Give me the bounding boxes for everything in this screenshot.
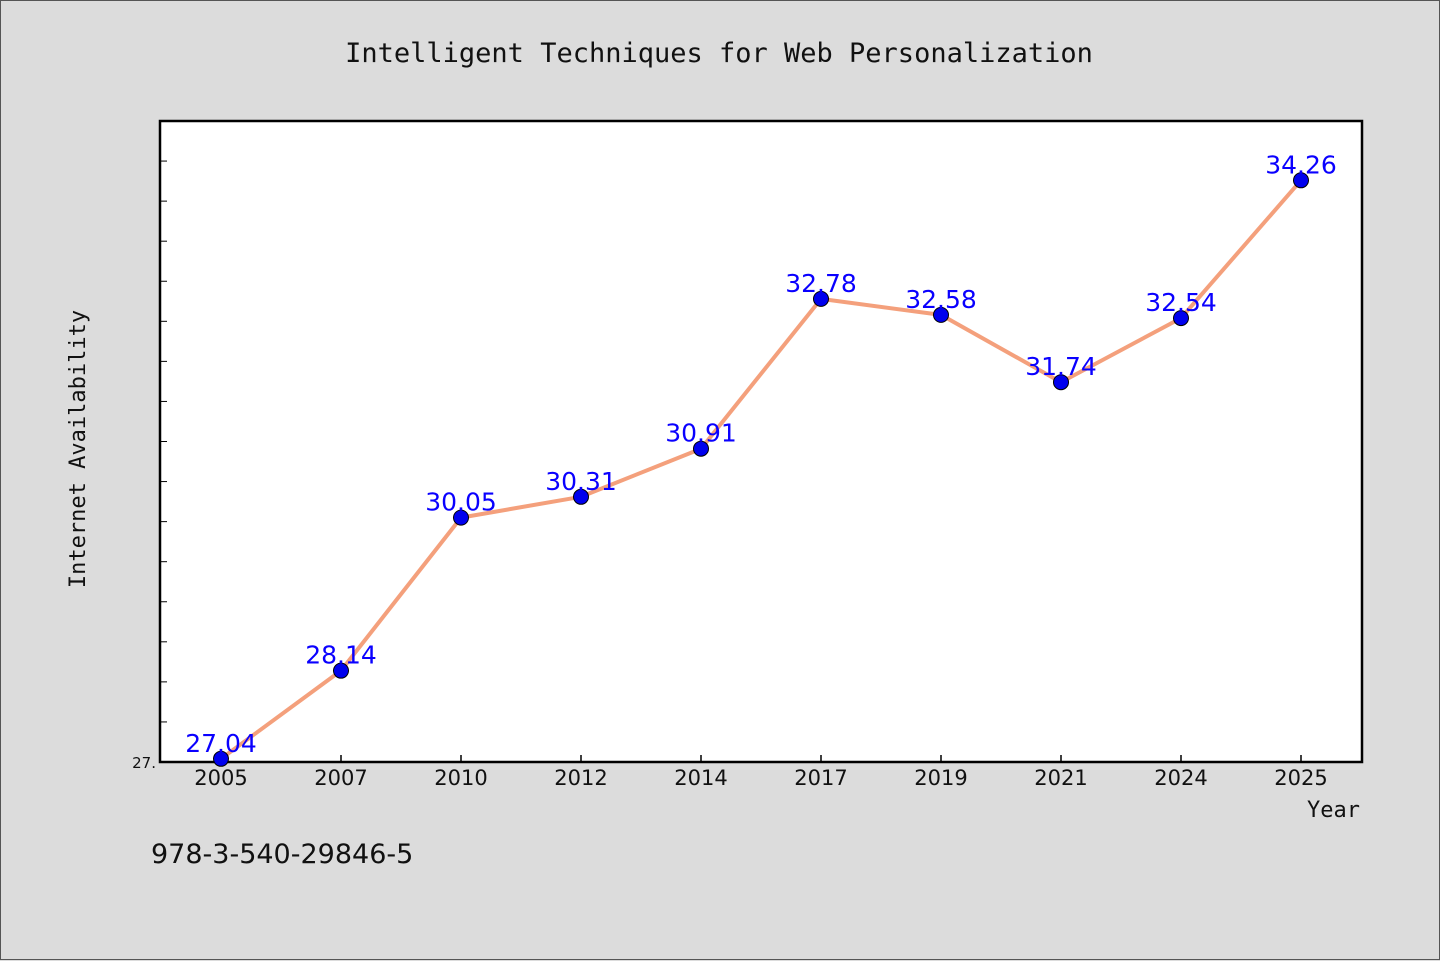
data-point bbox=[333, 662, 349, 679]
x-tick-label: 2010 bbox=[434, 766, 487, 790]
data-labels: 27.04 28.14 30.05 30.31 30.91 32.78 32.58 31.74… bbox=[185, 150, 1337, 758]
x-tick-label: 2005 bbox=[194, 766, 247, 790]
data-point bbox=[1293, 172, 1309, 189]
data-label: 32.78 bbox=[785, 269, 857, 298]
chart-title: Intelligent Techniques for Web Personali… bbox=[345, 38, 1093, 69]
x-tick-label: 2019 bbox=[914, 766, 967, 790]
isbn-footnote: 978-3-540-29846-5 bbox=[151, 839, 413, 870]
x-tick-label: 2012 bbox=[554, 766, 607, 790]
data-label: 32.58 bbox=[905, 285, 977, 314]
x-tick-label: 2014 bbox=[674, 766, 727, 790]
data-label: 30.05 bbox=[425, 488, 497, 517]
data-label: 28.14 bbox=[305, 641, 377, 670]
data-point bbox=[213, 750, 229, 767]
x-tick-label: 2021 bbox=[1034, 766, 1087, 790]
x-tick-label: 2025 bbox=[1274, 766, 1327, 790]
x-axis-ticks: 2005 2007 2010 2012 2014 2017 2019 2021 2024 2025 bbox=[194, 755, 1328, 790]
data-label: 30.31 bbox=[545, 467, 617, 496]
data-point bbox=[573, 488, 589, 505]
series-line bbox=[219, 178, 1303, 761]
data-point bbox=[1173, 310, 1189, 327]
data-label: 31.74 bbox=[1025, 352, 1097, 381]
y-axis-ticks: 27. bbox=[132, 120, 167, 772]
data-point bbox=[693, 440, 709, 457]
plot-area bbox=[158, 119, 1364, 764]
x-tick-label: 2007 bbox=[314, 766, 367, 790]
data-label: 34.26 bbox=[1265, 150, 1337, 179]
data-point bbox=[453, 509, 469, 526]
data-markers bbox=[213, 172, 1309, 767]
x-axis-label: Year bbox=[1307, 798, 1360, 823]
y-axis-label: Internet Availability bbox=[66, 310, 91, 588]
data-point bbox=[813, 290, 829, 307]
data-label: 32.54 bbox=[1145, 288, 1217, 317]
data-label: 27.04 bbox=[185, 729, 257, 758]
x-tick-label: 2017 bbox=[794, 766, 847, 790]
x-tick-label: 2024 bbox=[1154, 766, 1207, 790]
data-label: 30.91 bbox=[665, 419, 737, 448]
data-point bbox=[933, 306, 949, 323]
data-point bbox=[1053, 374, 1069, 391]
y-tick-label: 27. bbox=[132, 754, 156, 772]
